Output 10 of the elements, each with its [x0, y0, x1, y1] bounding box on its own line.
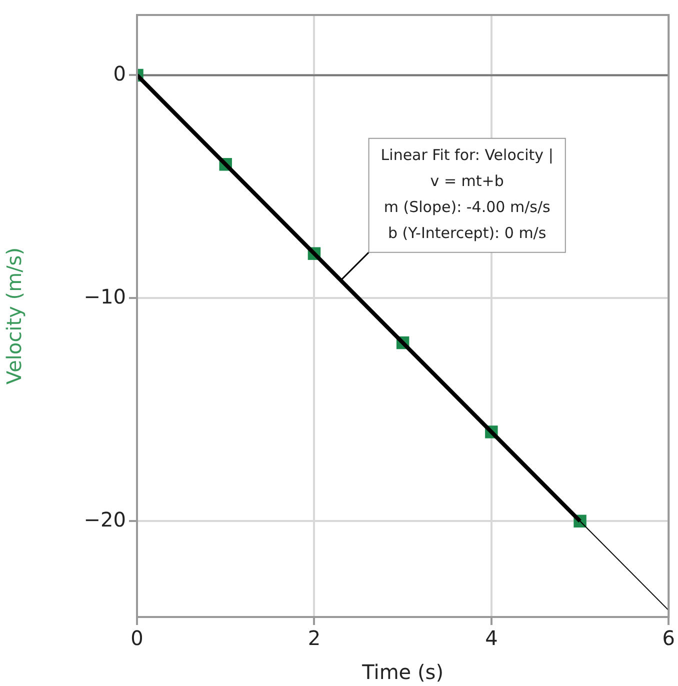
x-tick-label: 2 — [308, 626, 321, 650]
x-tick-label: 0 — [130, 626, 144, 650]
x-axis-title: Time (s) — [361, 660, 444, 684]
x-tick-label: 6 — [662, 626, 676, 650]
annotation: Linear Fit for: Velocity | v = mt+b m (Slope): -4.00 m/s/s b (Y-Intercept): 0 m/s — [380, 146, 554, 242]
y-axis-title: Velocity (m/s) — [2, 247, 26, 385]
y-tick-label: −20 — [84, 507, 126, 532]
y-tick-label: 0 — [113, 61, 126, 86]
y-tick-label: −10 — [84, 284, 126, 308]
x-tick-label: 4 — [485, 626, 498, 650]
